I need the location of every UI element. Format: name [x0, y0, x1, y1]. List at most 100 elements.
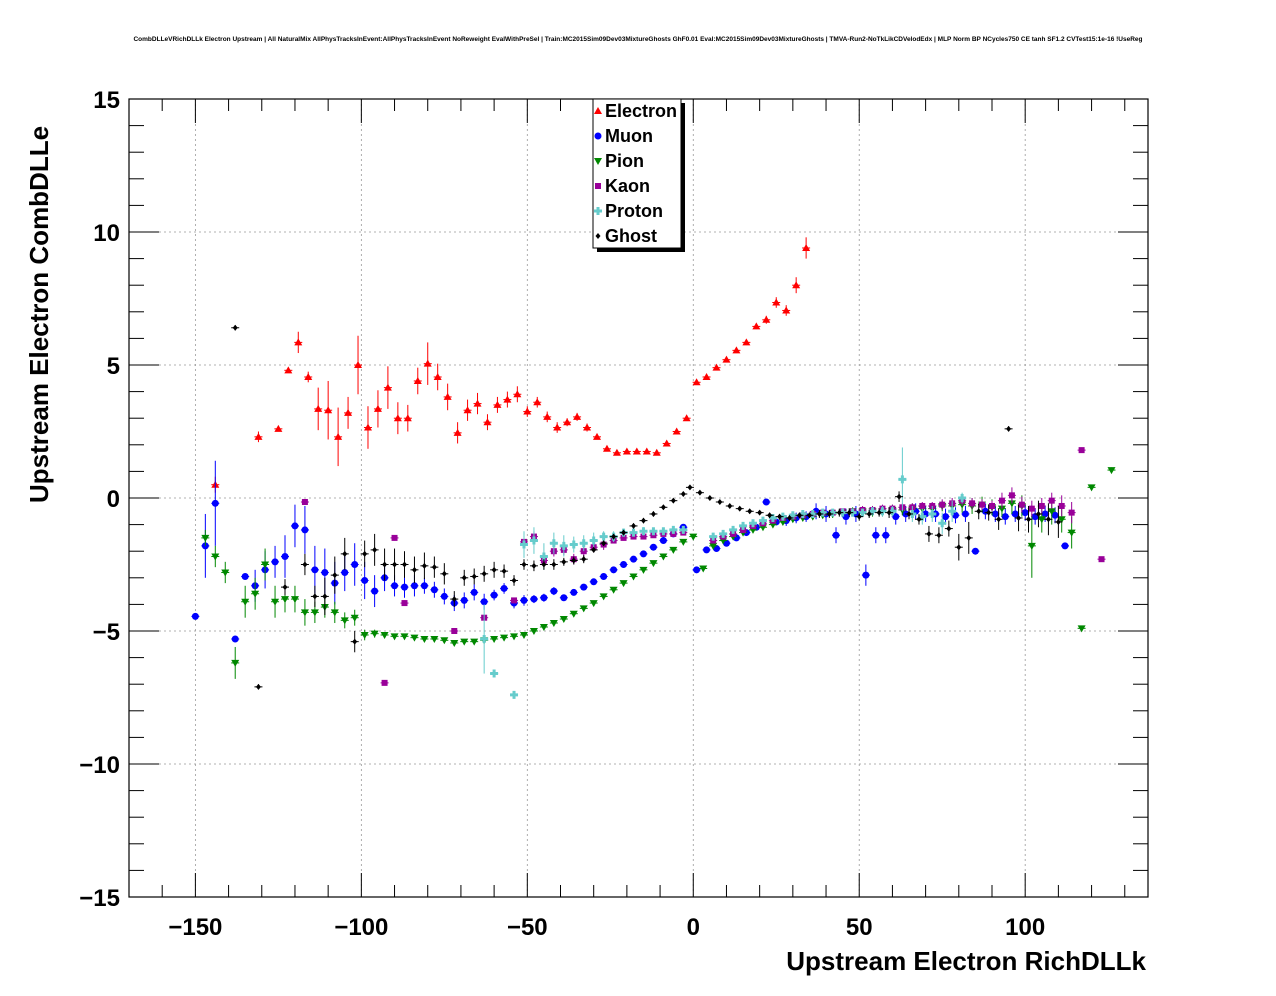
proton-point — [549, 539, 558, 548]
pion-point — [1077, 625, 1086, 633]
kaon-point — [919, 502, 926, 509]
ghost-point — [451, 596, 457, 603]
data-series — [191, 237, 1116, 699]
electron-point — [722, 355, 731, 363]
pion-point — [310, 609, 319, 617]
ghost-point — [372, 546, 378, 553]
electron-point — [433, 372, 442, 380]
electron-point — [742, 338, 751, 346]
ghost-point — [816, 510, 822, 517]
electron-point — [533, 398, 542, 406]
y-tick-label: 15 — [93, 87, 120, 114]
electron-point — [314, 404, 323, 412]
electron-point — [732, 346, 741, 354]
pion-point — [1087, 484, 1096, 492]
electron-point — [294, 338, 303, 346]
electron-point — [423, 359, 432, 367]
pion-point — [420, 635, 429, 643]
electron-point — [493, 400, 502, 408]
electron-point — [652, 448, 661, 456]
ghost-point — [302, 561, 308, 568]
proton-point — [529, 536, 538, 545]
proton-point — [669, 525, 678, 534]
electron-point — [792, 281, 801, 289]
electron-point — [354, 361, 363, 368]
kaon-point — [998, 497, 1005, 504]
chart-title: CombDLLeVRichDLLk Electron Upstream | Al… — [133, 36, 1143, 43]
ghost-point — [707, 495, 713, 501]
ghost-point — [727, 502, 733, 509]
muon-point — [480, 598, 488, 606]
muon-point — [241, 572, 249, 580]
ghost-point — [697, 489, 703, 496]
pion-point — [659, 553, 668, 561]
ghost-point — [876, 509, 882, 516]
proton-point — [679, 525, 688, 534]
pion-point — [281, 596, 290, 604]
muon-point — [361, 576, 369, 584]
ghost-point — [342, 550, 348, 557]
pion-point — [709, 542, 718, 550]
pion-point — [450, 639, 459, 647]
kaon-point — [1018, 501, 1025, 508]
muon-point — [951, 511, 959, 519]
proton-point — [649, 527, 658, 536]
proton-point — [788, 511, 797, 520]
proton-point — [938, 519, 947, 528]
pion-point — [261, 561, 270, 569]
muon-point — [430, 586, 438, 594]
muon-point — [560, 594, 568, 602]
electron-point — [543, 412, 552, 420]
electron-point — [692, 378, 701, 386]
muon-point — [500, 584, 508, 592]
electron-point — [583, 423, 592, 431]
electron-point — [393, 414, 402, 422]
muon-point — [942, 513, 950, 521]
x-tick-label: 50 — [846, 914, 873, 941]
ghost-point — [481, 570, 487, 577]
ghost-point — [806, 512, 812, 519]
muon-point — [1051, 511, 1059, 519]
electron-point — [662, 439, 671, 447]
pion-point — [211, 553, 220, 561]
kaon-point — [1028, 505, 1035, 512]
electron-point — [463, 406, 472, 414]
electron-point — [762, 315, 771, 323]
ghost-point — [777, 513, 783, 520]
x-tick-labels: −150 −100 −50 0 50 100 — [168, 914, 1045, 941]
ghost-point — [757, 509, 763, 516]
muon-point — [490, 591, 498, 599]
ghost-point — [896, 493, 902, 500]
ghost-point — [332, 572, 338, 579]
pion-point — [619, 580, 628, 588]
electron-point — [403, 414, 412, 422]
series-pion — [201, 467, 1116, 679]
legend: Electron Muon Pion Kaon Proton Ghost — [592, 98, 685, 252]
ghost-point — [591, 546, 597, 553]
muon-point — [520, 596, 528, 604]
grid — [129, 98, 1148, 898]
ghost-point — [787, 514, 793, 521]
muon-point — [400, 583, 408, 591]
electron-point — [553, 423, 562, 431]
pion-point — [221, 569, 230, 577]
ghost-point — [717, 498, 723, 505]
x-axis-title: Upstream Electron RichDLLk — [786, 946, 1146, 976]
pion-point — [1067, 529, 1076, 537]
ghost-point — [687, 484, 693, 491]
proton-point — [639, 527, 648, 536]
pion-point — [997, 505, 1006, 513]
y-tick-label: −15 — [79, 885, 120, 912]
kaon-point — [1038, 502, 1045, 509]
muon-point — [301, 526, 309, 534]
proton-point — [948, 507, 957, 516]
ghost-point — [926, 530, 932, 537]
pion-point — [609, 586, 618, 594]
kaon-point — [381, 679, 388, 686]
ghost-point — [976, 508, 982, 515]
electron-point — [274, 424, 283, 432]
electron-point — [772, 298, 781, 306]
ghost-point — [737, 505, 743, 512]
pion-point — [519, 631, 528, 639]
